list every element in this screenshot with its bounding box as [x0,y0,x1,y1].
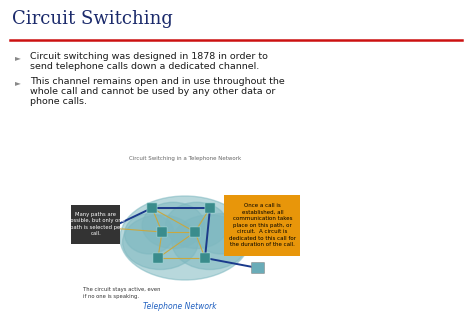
Text: send telephone calls down a dedicated channel.: send telephone calls down a dedicated ch… [30,62,259,71]
Ellipse shape [165,202,228,249]
FancyBboxPatch shape [252,262,264,274]
FancyBboxPatch shape [200,253,210,263]
FancyBboxPatch shape [190,227,200,237]
Text: Once a call is
established, all
communication takes
place on this path, or
circu: Once a call is established, all communic… [229,203,296,247]
Text: phone calls.: phone calls. [30,97,87,106]
FancyBboxPatch shape [147,203,157,213]
Text: Circuit Switching: Circuit Switching [12,10,173,28]
FancyBboxPatch shape [72,204,120,243]
Ellipse shape [196,214,246,254]
Text: ►: ► [15,53,21,62]
Text: whole call and cannot be used by any other data or: whole call and cannot be used by any oth… [30,87,275,96]
Ellipse shape [123,215,198,270]
FancyBboxPatch shape [205,203,215,213]
Text: The circuit stays active, even
if no one is speaking.: The circuit stays active, even if no one… [83,287,161,298]
Text: Circuit switching was designed in 1878 in order to: Circuit switching was designed in 1878 i… [30,52,268,61]
Ellipse shape [142,202,204,249]
Text: Telephone Network: Telephone Network [143,302,217,311]
FancyBboxPatch shape [225,195,301,256]
Ellipse shape [120,196,250,280]
Text: Circuit Switching in a Telephone Network: Circuit Switching in a Telephone Network [129,156,241,161]
Ellipse shape [172,215,247,270]
Text: Many paths are
possible, but only one
path is selected per
call.: Many paths are possible, but only one pa… [67,212,125,236]
FancyBboxPatch shape [157,227,167,237]
Text: ►: ► [15,78,21,87]
FancyBboxPatch shape [103,222,117,234]
Text: This channel remains open and in use throughout the: This channel remains open and in use thr… [30,77,285,86]
Ellipse shape [125,214,174,254]
FancyBboxPatch shape [153,253,163,263]
